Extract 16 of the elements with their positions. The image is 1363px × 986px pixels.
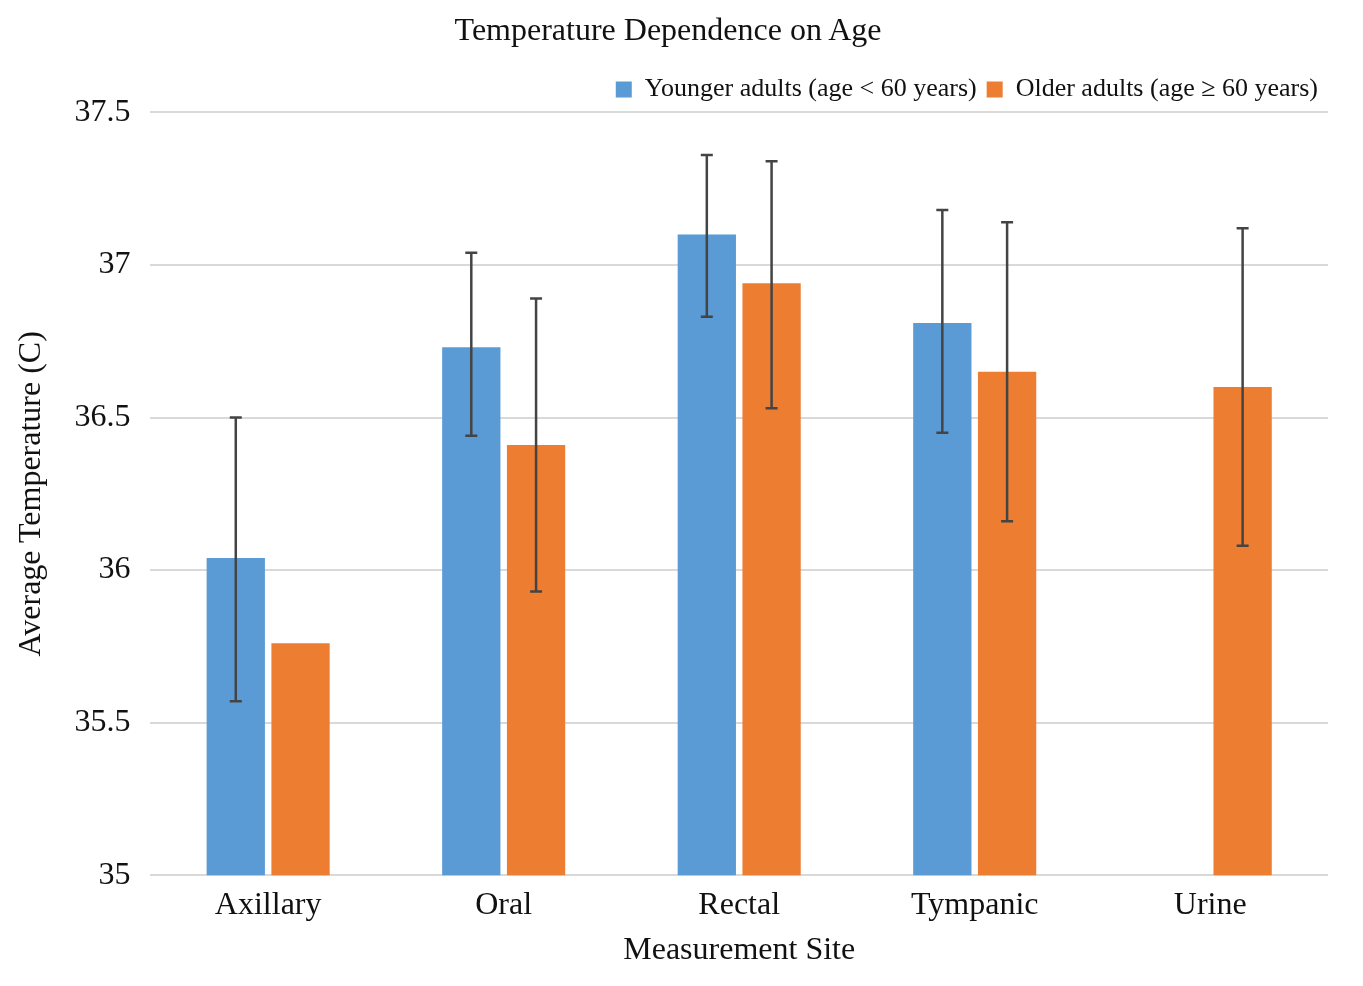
legend-label: Older adults (age ≥ 60 years) <box>1015 73 1318 103</box>
y-tick-label: 36 <box>98 549 131 586</box>
y-tick-label: 35.5 <box>74 702 131 739</box>
y-axis-title: Average Temperature (C) <box>10 331 47 657</box>
y-tick-label: 36.5 <box>74 396 131 433</box>
chart-title: Temperature Dependence on Age <box>454 10 882 47</box>
y-tick-label: 37.5 <box>74 91 131 128</box>
y-tick-label: 37 <box>98 244 131 281</box>
x-tick-label: Oral <box>475 884 533 921</box>
legend-label: Younger adults (age < 60 years) <box>644 73 977 103</box>
x-axis-title: Measurement Site <box>623 930 856 967</box>
x-tick-label: Urine <box>1173 884 1247 921</box>
x-tick-label: Tympanic <box>910 884 1039 921</box>
x-tick-label: Axillary <box>214 884 322 921</box>
y-tick-label: 35 <box>98 854 131 891</box>
x-tick-label: Rectal <box>698 884 781 921</box>
